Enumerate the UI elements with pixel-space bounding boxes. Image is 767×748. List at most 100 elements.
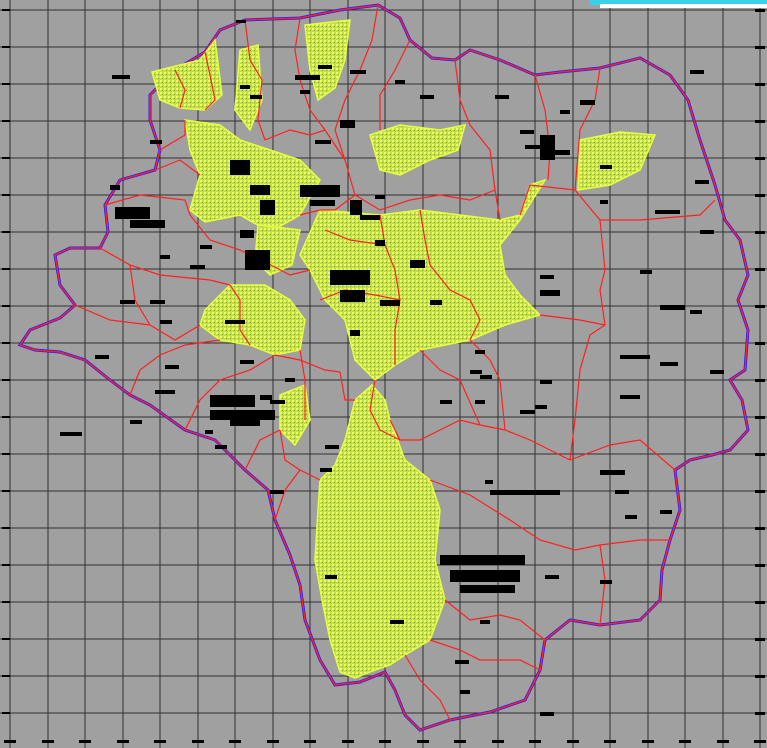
zone-south-corridor	[314, 383, 446, 679]
building-footprint	[318, 65, 332, 69]
building-footprint	[660, 305, 685, 310]
tick-mark	[754, 740, 766, 743]
tick-mark	[2, 305, 10, 307]
tick-mark	[417, 740, 429, 743]
tick-mark	[304, 740, 316, 743]
building-footprint	[690, 70, 704, 74]
building-footprint	[620, 395, 640, 399]
tick-mark	[755, 120, 765, 123]
tick-mark	[755, 9, 765, 12]
building-footprint	[475, 400, 485, 404]
building-footprint	[112, 75, 130, 79]
outer-boundary	[17, 3, 750, 732]
building-footprint	[495, 95, 509, 99]
tick-mark	[755, 83, 765, 86]
building-footprint	[560, 110, 570, 114]
building-footprint	[625, 515, 637, 519]
tick-mark	[755, 157, 765, 160]
corner-strip	[590, 0, 767, 5]
tick-mark	[755, 712, 765, 715]
building-footprint	[600, 165, 612, 169]
tick-mark	[755, 268, 765, 271]
building-footprint	[620, 355, 650, 359]
building-footprint	[475, 350, 485, 354]
building-footprint	[310, 200, 335, 206]
building-footprint	[695, 180, 709, 184]
building-footprint	[540, 135, 555, 160]
building-footprint	[520, 410, 535, 414]
building-footprint	[550, 150, 570, 155]
building-footprint	[410, 260, 425, 268]
tick-mark	[755, 46, 765, 49]
building-footprint	[130, 420, 142, 424]
building-footprint	[375, 240, 385, 246]
building-footprint	[420, 95, 434, 99]
building-footprint	[455, 660, 469, 664]
building-footprint	[190, 265, 205, 269]
building-footprint	[245, 250, 270, 270]
building-footprint	[155, 390, 175, 394]
building-footprint	[236, 20, 246, 23]
building-footprint	[525, 145, 545, 149]
tick-mark	[2, 490, 10, 492]
tick-mark	[755, 490, 765, 493]
building-footprint	[600, 200, 608, 204]
tick-mark	[755, 527, 765, 530]
tick-mark	[717, 740, 729, 743]
tick-mark	[755, 194, 765, 197]
building-footprint	[440, 555, 525, 565]
tick-mark	[2, 157, 10, 159]
building-footprint	[320, 468, 332, 472]
building-footprint	[200, 245, 212, 249]
tick-mark	[4, 740, 16, 743]
building-footprint	[350, 200, 362, 215]
building-footprint	[360, 215, 380, 220]
tick-mark	[2, 120, 10, 122]
tick-mark	[192, 740, 204, 743]
district-boundaries	[74, 4, 716, 721]
tick-mark	[2, 675, 10, 677]
tick-mark	[755, 231, 765, 234]
building-footprint	[240, 360, 254, 364]
tick-mark	[117, 740, 129, 743]
building-footprint	[260, 200, 275, 215]
building-footprint	[230, 160, 250, 175]
tick-mark	[79, 740, 91, 743]
building-footprint	[480, 375, 492, 379]
building-footprint	[110, 185, 120, 190]
tick-mark	[2, 379, 10, 381]
tick-mark	[642, 740, 654, 743]
building-footprint	[690, 310, 702, 314]
tick-mark	[2, 601, 10, 603]
building-footprint	[130, 220, 165, 228]
zone-north-1	[151, 38, 223, 111]
highlighted-zones	[151, 19, 657, 679]
building-footprint	[600, 470, 625, 475]
building-footprint	[160, 320, 172, 324]
building-footprint	[315, 140, 331, 144]
building-footprint	[60, 432, 82, 436]
building-footprint	[540, 712, 554, 716]
tick-mark	[42, 740, 54, 743]
building-footprint	[480, 620, 490, 624]
building-footprint	[450, 570, 520, 582]
tick-mark	[755, 675, 765, 678]
tick-mark	[679, 740, 691, 743]
building-footprint	[270, 490, 284, 494]
building-footprint	[460, 690, 470, 694]
building-footprint	[600, 580, 612, 584]
zone-north-center	[184, 119, 321, 233]
tick-mark	[2, 712, 10, 714]
tick-mark	[2, 231, 10, 233]
building-footprint	[325, 445, 339, 449]
tick-mark	[755, 416, 765, 419]
tick-mark	[2, 527, 10, 529]
building-footprint	[390, 620, 404, 624]
tick-mark	[2, 564, 10, 566]
building-footprint	[380, 300, 400, 306]
tick-mark	[2, 416, 10, 418]
building-footprint	[230, 420, 260, 426]
building-footprint	[430, 300, 442, 305]
